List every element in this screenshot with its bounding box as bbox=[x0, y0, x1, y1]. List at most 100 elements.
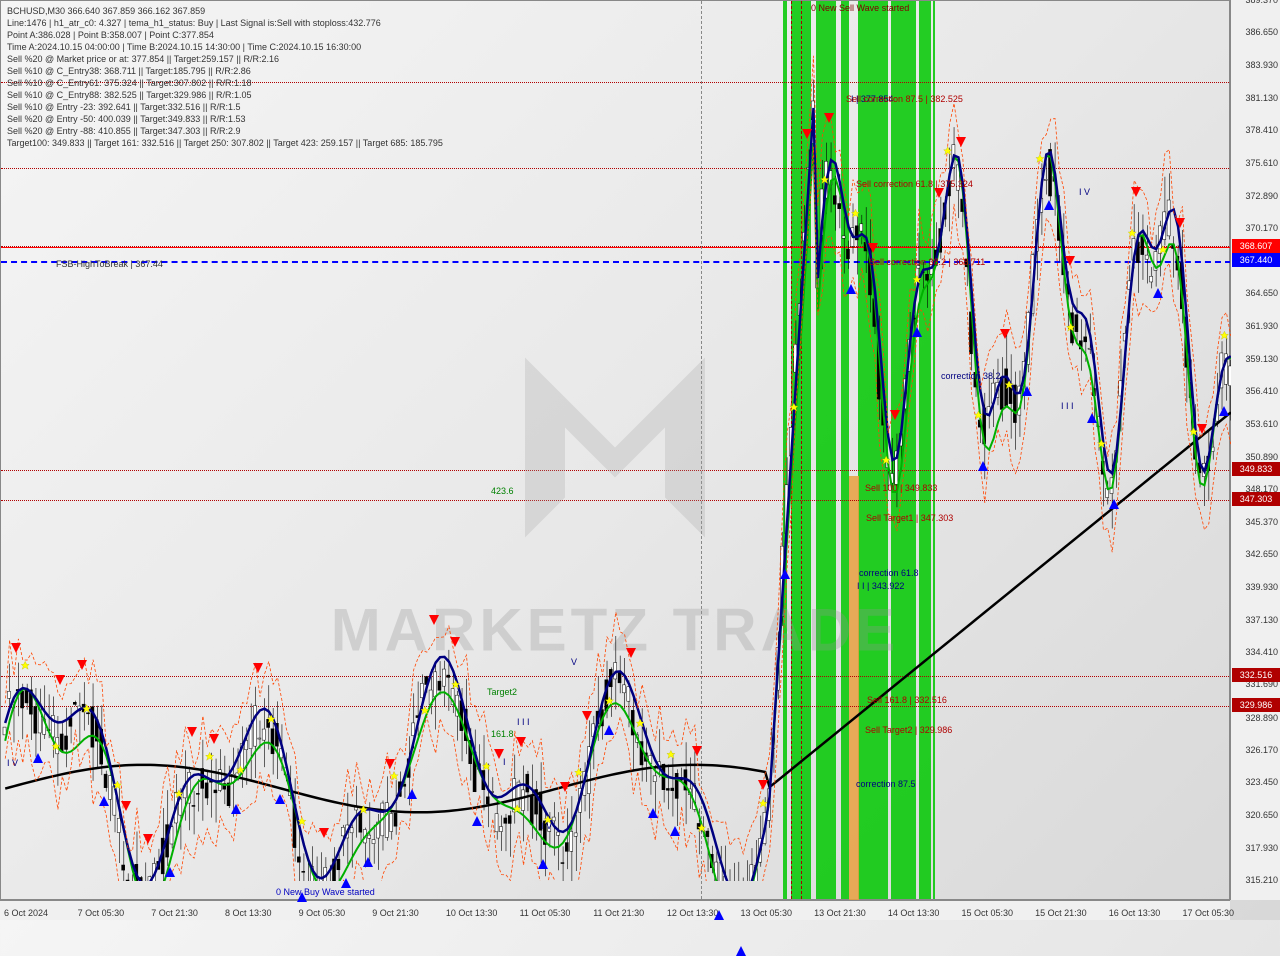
y-tick: 334.410 bbox=[1245, 647, 1278, 657]
x-tick: 11 Oct 21:30 bbox=[593, 908, 644, 918]
annotation: correction 38.2 bbox=[941, 371, 1001, 381]
arrow-down-icon bbox=[77, 660, 87, 670]
arrow-down-icon bbox=[429, 615, 439, 625]
info-line: Sell %20 @ Market price or at: 377.854 |… bbox=[7, 53, 443, 65]
y-tick: 345.370 bbox=[1245, 517, 1278, 527]
arrow-up-icon bbox=[165, 867, 175, 877]
y-tick: 328.890 bbox=[1245, 713, 1278, 723]
arrow-down-icon bbox=[692, 746, 702, 756]
y-price-marker: 368.607 bbox=[1232, 239, 1280, 253]
arrow-up-icon bbox=[670, 826, 680, 836]
x-tick: 15 Oct 05:30 bbox=[961, 908, 1013, 918]
arrow-down-icon bbox=[319, 828, 329, 838]
x-tick: 9 Oct 05:30 bbox=[299, 908, 346, 918]
arrow-down-icon bbox=[11, 643, 21, 653]
arrow-up-icon bbox=[99, 796, 109, 806]
y-tick: 364.650 bbox=[1245, 288, 1278, 298]
annotation: 423.6 bbox=[491, 486, 514, 496]
arrow-down-icon bbox=[385, 759, 395, 769]
arrow-down-icon bbox=[560, 782, 570, 792]
info-line: Sell %20 @ Entry -50: 400.039 || Target:… bbox=[7, 113, 443, 125]
arrow-down-icon bbox=[450, 637, 460, 647]
arrow-up-icon bbox=[780, 569, 790, 579]
y-price-marker: 329.986 bbox=[1232, 698, 1280, 712]
x-tick: 9 Oct 21:30 bbox=[372, 908, 419, 918]
x-axis: 6 Oct 20247 Oct 05:307 Oct 21:308 Oct 13… bbox=[0, 900, 1230, 920]
annotation: 0 New Buy Wave started bbox=[276, 887, 375, 897]
arrow-down-icon bbox=[1000, 329, 1010, 339]
arrow-down-icon bbox=[253, 663, 263, 673]
info-line: Sell %20 @ Entry -88: 410.855 || Target:… bbox=[7, 125, 443, 137]
arrow-down-icon bbox=[516, 737, 526, 747]
arrow-down-icon bbox=[1065, 256, 1075, 266]
arrow-down-icon bbox=[55, 675, 65, 685]
arrow-down-icon bbox=[758, 780, 768, 790]
symbol-label: BCHUSD,M30 bbox=[7, 6, 65, 16]
annotation: Sell 161.8 | 332.516 bbox=[867, 695, 947, 705]
chart-area[interactable]: MARKETZ TRADE FSB-HighToBreak | 367.44 0… bbox=[0, 0, 1230, 900]
y-tick: 323.450 bbox=[1245, 777, 1278, 787]
annotation: I bbox=[503, 757, 506, 767]
arrow-up-icon bbox=[472, 816, 482, 826]
info-panel: BCHUSD,M30 366.640 367.859 366.162 367.8… bbox=[7, 5, 443, 149]
annotation: I I I bbox=[1061, 401, 1074, 411]
arrow-down-icon bbox=[1197, 424, 1207, 434]
arrow-down-icon bbox=[121, 801, 131, 811]
y-tick: 381.130 bbox=[1245, 93, 1278, 103]
y-tick: 370.170 bbox=[1245, 223, 1278, 233]
x-tick: 17 Oct 05:30 bbox=[1182, 908, 1234, 918]
arrow-up-icon bbox=[714, 910, 724, 920]
y-tick: 383.930 bbox=[1245, 60, 1278, 70]
annotation: Sell correction 61.8 | 375.324 bbox=[856, 179, 973, 189]
annotation: I I I bbox=[517, 717, 530, 727]
annotation: correction 87.5 bbox=[856, 779, 916, 789]
y-tick: 339.930 bbox=[1245, 582, 1278, 592]
ohlc-label: 366.640 367.859 366.162 367.859 bbox=[68, 6, 206, 16]
arrow-up-icon bbox=[363, 857, 373, 867]
x-tick: 14 Oct 13:30 bbox=[888, 908, 940, 918]
arrow-down-icon bbox=[582, 711, 592, 721]
x-tick: 7 Oct 05:30 bbox=[78, 908, 125, 918]
arrow-up-icon bbox=[1219, 406, 1229, 416]
y-tick: 356.410 bbox=[1245, 386, 1278, 396]
info-line: Line:1476 | h1_atr_c0: 4.327 | tema_h1_s… bbox=[7, 17, 443, 29]
arrow-up-icon bbox=[978, 461, 988, 471]
y-tick: 315.210 bbox=[1245, 875, 1278, 885]
arrow-up-icon bbox=[912, 327, 922, 337]
annotation: I V bbox=[1079, 187, 1090, 197]
arrow-down-icon bbox=[824, 113, 834, 123]
arrow-up-icon bbox=[1109, 499, 1119, 509]
arrow-down-icon bbox=[187, 727, 197, 737]
y-tick: 350.890 bbox=[1245, 452, 1278, 462]
y-tick: 317.930 bbox=[1245, 843, 1278, 853]
arrow-down-icon bbox=[626, 648, 636, 658]
arrow-down-icon bbox=[1131, 187, 1141, 197]
y-tick: 359.130 bbox=[1245, 354, 1278, 364]
arrow-up-icon bbox=[1044, 200, 1054, 210]
info-line: Target100: 349.833 || Target 161: 332.51… bbox=[7, 137, 443, 149]
fsb-label: FSB-HighToBreak | 367.44 bbox=[56, 259, 163, 269]
y-tick: 320.650 bbox=[1245, 810, 1278, 820]
arrow-up-icon bbox=[648, 808, 658, 818]
annotation: Sell correction 87.5 | 382.525 bbox=[846, 94, 963, 104]
annotation: Sell Target2 | 329.986 bbox=[865, 725, 952, 735]
y-price-marker: 332.516 bbox=[1232, 668, 1280, 682]
arrow-down-icon bbox=[802, 129, 812, 139]
arrow-up-icon bbox=[1087, 413, 1097, 423]
annotation: Sell 100 | 349.833 bbox=[865, 483, 937, 493]
y-price-marker: 349.833 bbox=[1232, 462, 1280, 476]
arrow-up-icon bbox=[604, 725, 614, 735]
y-tick: 342.650 bbox=[1245, 549, 1278, 559]
arrow-up-icon bbox=[538, 859, 548, 869]
info-line: Sell %10 @ C_Entry38: 368.711 || Target:… bbox=[7, 65, 443, 77]
arrow-up-icon bbox=[231, 804, 241, 814]
arrow-down-icon bbox=[143, 834, 153, 844]
x-tick: 13 Oct 21:30 bbox=[814, 908, 866, 918]
info-line: Sell %10 @ Entry -23: 392.641 || Target:… bbox=[7, 101, 443, 113]
arrow-down-icon bbox=[868, 243, 878, 253]
arrow-up-icon bbox=[1153, 288, 1163, 298]
info-line: Sell %10 @ C_Entry61: 375.324 || Target:… bbox=[7, 77, 443, 89]
arrow-up-icon bbox=[275, 794, 285, 804]
x-tick: 7 Oct 21:30 bbox=[151, 908, 198, 918]
arrow-down-icon bbox=[934, 188, 944, 198]
